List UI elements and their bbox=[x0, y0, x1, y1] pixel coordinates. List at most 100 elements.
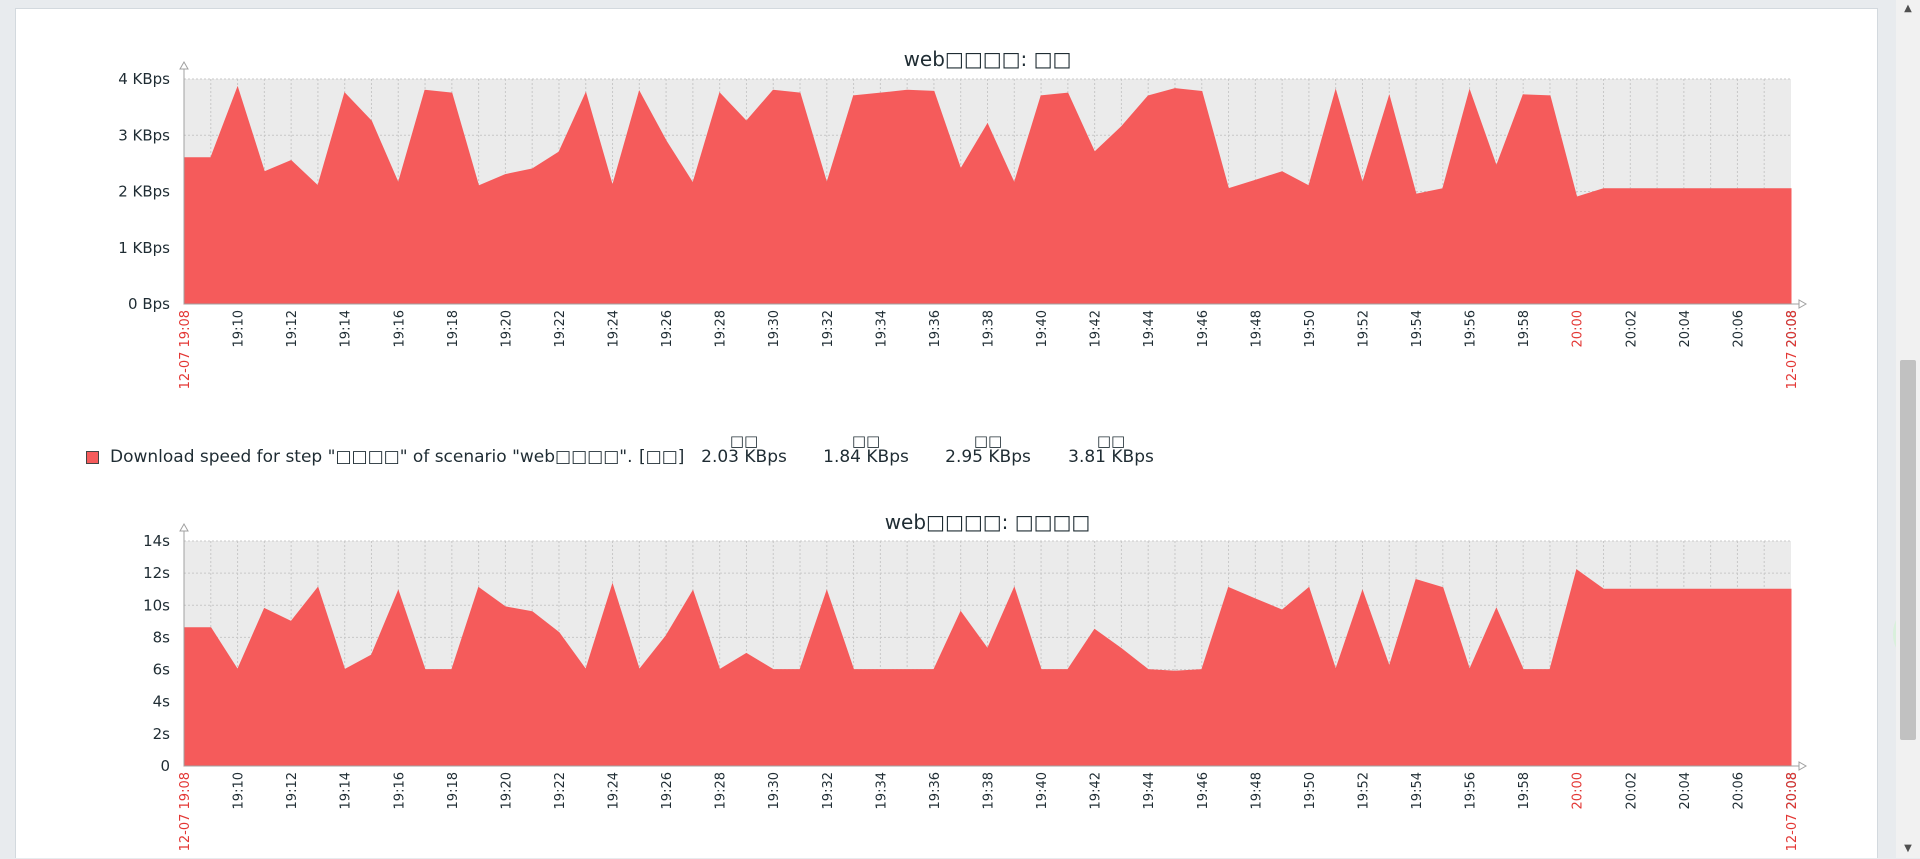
x-tick-label: 19:24 bbox=[607, 310, 622, 347]
x-tick-label: 19:12 bbox=[285, 310, 300, 347]
x-tick-label: 19:42 bbox=[1089, 772, 1104, 809]
x-tick-label: 19:42 bbox=[1089, 310, 1104, 347]
x-tick-label: 19:52 bbox=[1356, 310, 1371, 347]
x-tick-label: 19:14 bbox=[339, 772, 354, 809]
x-tick-label: 19:48 bbox=[1249, 310, 1264, 347]
x-tick-label: 19:50 bbox=[1303, 310, 1318, 347]
x-tick-label: 20:02 bbox=[1624, 310, 1639, 347]
y-tick-label: 3 KBps bbox=[118, 126, 170, 144]
page-scrollbar[interactable]: ▲ ▼ bbox=[1896, 0, 1920, 858]
x-start-label: 12-07 19:08 bbox=[178, 310, 193, 389]
x-tick-label: 19:22 bbox=[553, 772, 568, 809]
x-tick-label: 20:04 bbox=[1678, 772, 1693, 809]
x-tick-label: 19:16 bbox=[392, 310, 407, 347]
x-tick-label: 19:28 bbox=[714, 772, 729, 809]
x-tick-label: 19:10 bbox=[232, 310, 247, 347]
x-tick-label: 19:46 bbox=[1196, 772, 1211, 809]
x-tick-label: 19:18 bbox=[446, 310, 461, 347]
y-tick-label: 0 bbox=[160, 757, 170, 775]
legend-item-label: Download speed for step "□□□□" of scenar… bbox=[110, 447, 633, 467]
y-axis-arrow-icon bbox=[179, 522, 189, 532]
y-tick-label: 0 Bps bbox=[128, 295, 170, 313]
chart-title: web□□□□: □□□□ bbox=[885, 510, 1091, 534]
x-tick-label: 19:40 bbox=[1035, 772, 1050, 809]
legend-stat-value: 1.84 KBps bbox=[823, 447, 909, 467]
x-tick-label: 19:30 bbox=[767, 772, 782, 809]
x-tick-label: 19:32 bbox=[821, 772, 836, 809]
legend-stat-value: 3.81 KBps bbox=[1068, 447, 1154, 467]
legend-function: [□□] bbox=[639, 447, 685, 467]
x-tick-label: 20:06 bbox=[1731, 772, 1746, 809]
x-tick-label: 19:58 bbox=[1517, 772, 1532, 809]
x-tick-label: 19:34 bbox=[874, 310, 889, 347]
x-tick-label: 19:20 bbox=[499, 772, 514, 809]
graphs-canvas: 0 Bps 1 KBps 2 KBps 3 KBps 4 KBps web□□□□: □□… bbox=[118, 47, 1808, 851]
x-tick-label: 19:36 bbox=[928, 772, 943, 809]
x-tick-label: 19:54 bbox=[1410, 772, 1425, 809]
y-tick-label: 4 KBps bbox=[118, 70, 170, 88]
x-tick-label: 19:56 bbox=[1464, 772, 1479, 809]
x-tick-label: 20:02 bbox=[1624, 772, 1639, 809]
x-end-label: 12-07 20:08 bbox=[1785, 310, 1800, 389]
legend-stat-header: □□ bbox=[851, 432, 881, 450]
x-tick-label: 19:48 bbox=[1249, 772, 1264, 809]
x-tick-label: 19:36 bbox=[928, 310, 943, 347]
x-tick-label: 19:50 bbox=[1303, 772, 1318, 809]
x-tick-label: 19:40 bbox=[1035, 310, 1050, 347]
x-tick-label: 19:28 bbox=[714, 310, 729, 347]
legend-stat-header: □□ bbox=[973, 432, 1003, 450]
x-tick-label: 19:20 bbox=[499, 310, 514, 347]
legend-swatch bbox=[86, 451, 99, 464]
x-tick-label: 19:30 bbox=[767, 310, 782, 347]
x-tick-label: 19:34 bbox=[874, 772, 889, 809]
x-axis-arrow-icon bbox=[1798, 299, 1808, 309]
y-axis-arrow-icon bbox=[179, 60, 189, 70]
x-tick-label: 19:54 bbox=[1410, 310, 1425, 347]
scrollbar-thumb[interactable] bbox=[1900, 360, 1916, 740]
scroll-up-icon[interactable]: ▲ bbox=[1904, 3, 1912, 14]
x-tick-label: 19:14 bbox=[339, 310, 354, 347]
chart-title: web□□□□: □□ bbox=[904, 47, 1072, 71]
series-area bbox=[183, 85, 1792, 305]
y-tick-label: 4s bbox=[153, 693, 171, 711]
legend-stat-max: □□ 3.81 KBps bbox=[1056, 433, 1166, 467]
y-tick-label: 12s bbox=[143, 564, 170, 582]
x-end-label: 12-07 20:08 bbox=[1785, 772, 1800, 851]
x-tick-label: 19:26 bbox=[660, 772, 675, 809]
legend-stat-value: 2.03 KBps bbox=[701, 447, 787, 467]
y-tick-label: 6s bbox=[153, 661, 171, 679]
y-tick-label: 2s bbox=[153, 725, 171, 743]
x-tick-label: 19:38 bbox=[982, 772, 997, 809]
x-tick-label: 19:12 bbox=[285, 772, 300, 809]
y-tick-label: 8s bbox=[153, 628, 171, 646]
x-tick-label: 20:08 bbox=[1785, 772, 1800, 809]
x-tick-label: 19:22 bbox=[553, 310, 568, 347]
y-tick-label: 2 KBps bbox=[118, 183, 170, 201]
x-axis-arrow-icon bbox=[1798, 761, 1808, 771]
legend-stat-avg: □□ 2.95 KBps bbox=[933, 433, 1043, 467]
x-tick-label: 19:44 bbox=[1142, 310, 1157, 347]
legend-stat-min: □□ 1.84 KBps bbox=[811, 433, 921, 467]
x-tick-label: 19:38 bbox=[982, 310, 997, 347]
x-tick-label: 19:44 bbox=[1142, 772, 1157, 809]
x-tick-label: 20:06 bbox=[1731, 310, 1746, 347]
legend-stat-last: □□ 2.03 KBps bbox=[689, 433, 799, 467]
x-tick-label: 19:10 bbox=[232, 772, 247, 809]
y-tick-label: 10s bbox=[143, 596, 170, 614]
x-tick-label: 19:52 bbox=[1356, 772, 1371, 809]
x-tick-label: 19:26 bbox=[660, 310, 675, 347]
y-tick-label: 14s bbox=[143, 532, 170, 550]
x-tick-label: 20:00 bbox=[1571, 310, 1586, 347]
legend-stat-header: □□ bbox=[1096, 432, 1126, 450]
x-tick-label: 20:08 bbox=[1785, 310, 1800, 347]
legend-stat-value: 2.95 KBps bbox=[945, 447, 1031, 467]
legend-stat-header: □□ bbox=[729, 432, 759, 450]
x-tick-label: 19:32 bbox=[821, 310, 836, 347]
x-tick-label: 20:00 bbox=[1571, 772, 1586, 809]
series-area bbox=[183, 569, 1792, 767]
x-start-label: 12-07 19:08 bbox=[178, 772, 193, 851]
scroll-down-icon[interactable]: ▼ bbox=[1904, 843, 1912, 854]
chart-legend: Download speed for step "□□□□" of scenar… bbox=[86, 433, 1286, 483]
x-tick-label: 19:16 bbox=[392, 772, 407, 809]
x-tick-label: 19:46 bbox=[1196, 310, 1211, 347]
